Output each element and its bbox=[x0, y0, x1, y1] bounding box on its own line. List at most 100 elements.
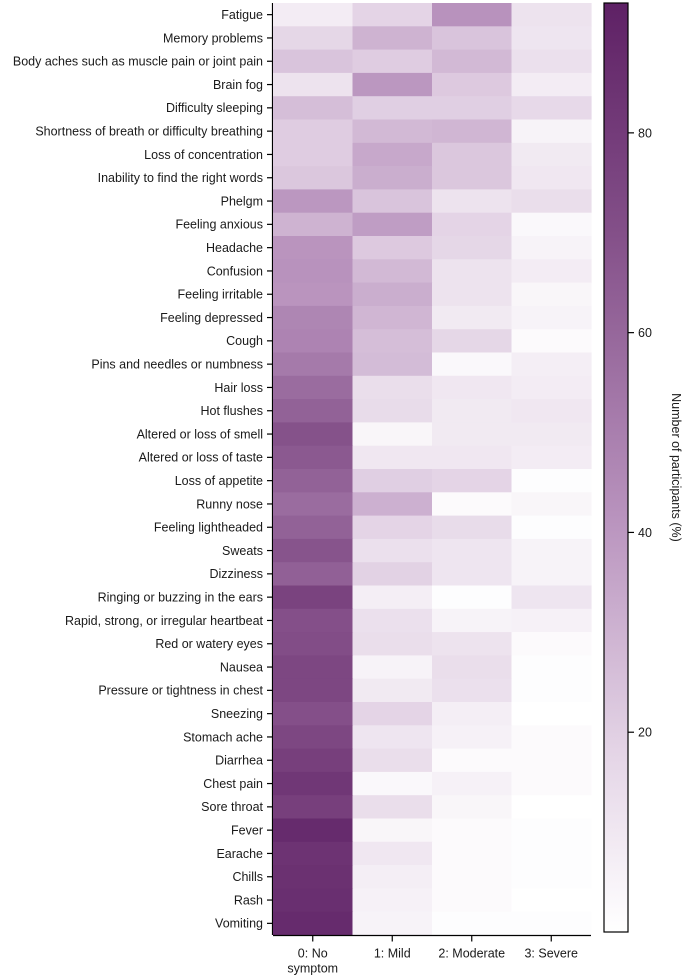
heatmap-cell bbox=[352, 865, 433, 889]
colorbar-tick-label: 40 bbox=[638, 526, 652, 540]
heatmap-cell bbox=[511, 26, 592, 51]
y-tick-label: Sore throat bbox=[201, 800, 263, 814]
heatmap-cell bbox=[432, 818, 513, 843]
y-tick-label: Rash bbox=[234, 893, 263, 907]
y-tick-label: Feeling depressed bbox=[160, 311, 263, 325]
y-tick-label: Feeling lightheaded bbox=[154, 521, 263, 535]
heatmap-cell bbox=[432, 236, 513, 260]
y-tick-label: Red or watery eyes bbox=[155, 637, 263, 651]
heatmap-cell bbox=[273, 96, 354, 121]
colorbar-gradient bbox=[603, 2, 629, 933]
heatmap-cell bbox=[352, 259, 433, 284]
heatmap-cell bbox=[511, 259, 592, 284]
y-tick-label: Sneezing bbox=[211, 707, 263, 721]
heatmap-cell bbox=[273, 795, 354, 820]
heatmap-cell bbox=[432, 515, 513, 540]
heatmap-cell bbox=[511, 445, 592, 470]
heatmap-cell bbox=[511, 608, 592, 633]
heatmap-cell bbox=[511, 888, 592, 913]
y-tick-label: Rapid, strong, or irregular heartbeat bbox=[65, 614, 264, 628]
heatmap-cell bbox=[352, 678, 433, 703]
heatmap-cell bbox=[352, 399, 433, 423]
y-tick-label: Feeling anxious bbox=[175, 218, 263, 232]
heatmap-cell bbox=[273, 352, 354, 377]
heatmap-cell bbox=[273, 329, 354, 354]
heatmap-cell bbox=[511, 49, 592, 74]
heatmap-cell bbox=[273, 585, 354, 610]
heatmap-cell bbox=[511, 3, 592, 27]
heatmap-cell bbox=[432, 445, 513, 470]
heatmap-cells bbox=[273, 3, 592, 936]
y-tick-label: Loss of concentration bbox=[144, 148, 263, 162]
heatmap-cell bbox=[511, 189, 592, 214]
heatmap-cell bbox=[432, 329, 513, 354]
heatmap-cell bbox=[511, 96, 592, 121]
y-tick-label: Ringing or buzzing in the ears bbox=[98, 590, 263, 604]
y-tick-label: Pressure or tightness in chest bbox=[98, 684, 263, 698]
heatmap-cell bbox=[511, 72, 592, 97]
heatmap-cell bbox=[511, 538, 592, 563]
heatmap-cell bbox=[511, 818, 592, 843]
heatmap-cell bbox=[273, 841, 354, 866]
heatmap-cell bbox=[273, 375, 354, 400]
heatmap-cell bbox=[352, 562, 433, 587]
heatmap-cell bbox=[273, 492, 354, 517]
y-tick-label: Loss of appetite bbox=[175, 474, 263, 488]
colorbar-tick-label: 20 bbox=[638, 726, 652, 740]
x-tick-label: 2: Moderate bbox=[438, 947, 505, 961]
heatmap-cell bbox=[273, 26, 354, 51]
heatmap-cell bbox=[511, 562, 592, 587]
heatmap-cell bbox=[432, 771, 513, 796]
heatmap-cell bbox=[352, 72, 433, 97]
heatmap-cell bbox=[273, 608, 354, 633]
y-tick-label: Body aches such as muscle pain or joint … bbox=[13, 55, 263, 69]
heatmap-cell bbox=[352, 329, 433, 354]
y-tick-label: Phelgm bbox=[221, 194, 263, 208]
heatmap-cell bbox=[352, 469, 433, 493]
heatmap-cell bbox=[352, 632, 433, 656]
y-tick-label: Feeling irritable bbox=[178, 288, 264, 302]
heatmap-cell bbox=[273, 305, 354, 330]
heatmap-cell bbox=[352, 422, 433, 447]
x-tick-label-line2: symptom bbox=[287, 962, 338, 976]
heatmap-cell bbox=[273, 119, 354, 144]
heatmap-cell bbox=[511, 911, 592, 936]
y-tick-label: Diarrhea bbox=[215, 754, 263, 768]
x-tick-label: 0: No bbox=[298, 947, 328, 961]
heatmap-cell bbox=[273, 189, 354, 214]
heatmap-cell bbox=[511, 585, 592, 610]
heatmap-cell bbox=[432, 702, 513, 726]
heatmap-cell bbox=[432, 72, 513, 97]
heatmap-cell bbox=[432, 3, 513, 27]
heatmap-cell bbox=[511, 399, 592, 423]
heatmap-cell bbox=[511, 375, 592, 400]
heatmap-cell bbox=[352, 655, 433, 680]
heatmap-cell bbox=[511, 771, 592, 796]
y-tick-label: Shortness of breath or difficulty breath… bbox=[35, 124, 263, 138]
heatmap-cell bbox=[352, 3, 433, 27]
heatmap-cell bbox=[432, 119, 513, 144]
heatmap-cell bbox=[511, 725, 592, 750]
heatmap-cell bbox=[511, 841, 592, 866]
heatmap-cell bbox=[352, 236, 433, 260]
heatmap-cell bbox=[352, 538, 433, 563]
heatmap-cell bbox=[273, 282, 354, 307]
y-tick-label: Dizziness bbox=[210, 567, 264, 581]
heatmap-cell bbox=[352, 608, 433, 633]
heatmap-cell bbox=[273, 818, 354, 843]
heatmap-cell bbox=[273, 562, 354, 587]
y-tick-label: Stomach ache bbox=[183, 730, 263, 744]
x-tick-label: 3: Severe bbox=[524, 947, 578, 961]
heatmap-cell bbox=[352, 702, 433, 726]
colorbar-tick-label: 80 bbox=[638, 126, 652, 140]
y-tick-label: Fatigue bbox=[221, 8, 263, 22]
y-tick-label: Difficulty sleeping bbox=[166, 101, 263, 115]
y-tick-label: Vomiting bbox=[215, 917, 263, 931]
colorbar-label: Number of participants (%) bbox=[669, 393, 683, 542]
heatmap-cell bbox=[432, 492, 513, 517]
y-tick-label: Confusion bbox=[207, 264, 263, 278]
heatmap-cell bbox=[511, 352, 592, 377]
heatmap-cell bbox=[273, 515, 354, 540]
heatmap-cell bbox=[432, 166, 513, 190]
